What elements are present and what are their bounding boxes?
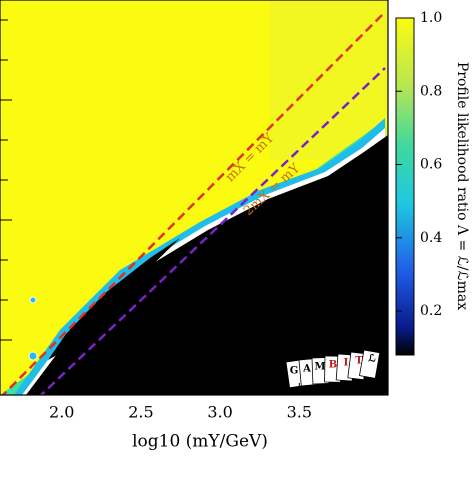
colorbar-tick-label: 0.6 bbox=[420, 157, 442, 173]
colorbar-label: Profile likelihood ratio Λ = ℒ/ℒmax bbox=[454, 62, 470, 310]
logo-letter: G bbox=[290, 366, 299, 377]
logo-letter: A bbox=[302, 364, 311, 375]
x-tick-label: 3.5 bbox=[287, 403, 312, 422]
x-tick-label: 2.0 bbox=[49, 403, 74, 422]
x-axis-label: log10 (mY/GeV) bbox=[132, 432, 268, 452]
colorbar-tick-label: 1.0 bbox=[420, 10, 442, 26]
colorbar bbox=[395, 17, 415, 356]
card bbox=[359, 349, 381, 379]
colorbar-tick-label: 0.8 bbox=[420, 83, 442, 99]
logo-letter: M bbox=[314, 362, 325, 373]
logo-letter: ℒ bbox=[368, 354, 375, 365]
y-minor-ticks bbox=[0, 19, 12, 341]
logo-letter: B bbox=[329, 360, 337, 371]
x-tick-label: 2.5 bbox=[128, 403, 153, 422]
logo-letter: I bbox=[344, 358, 349, 369]
colorbar-tick-label: 0.4 bbox=[420, 230, 442, 246]
heatmap bbox=[0, 0, 388, 395]
logo-letter: T bbox=[355, 356, 363, 367]
colorbar-tick-label: 0.2 bbox=[420, 303, 442, 319]
x-tick-label: 3.0 bbox=[207, 403, 232, 422]
